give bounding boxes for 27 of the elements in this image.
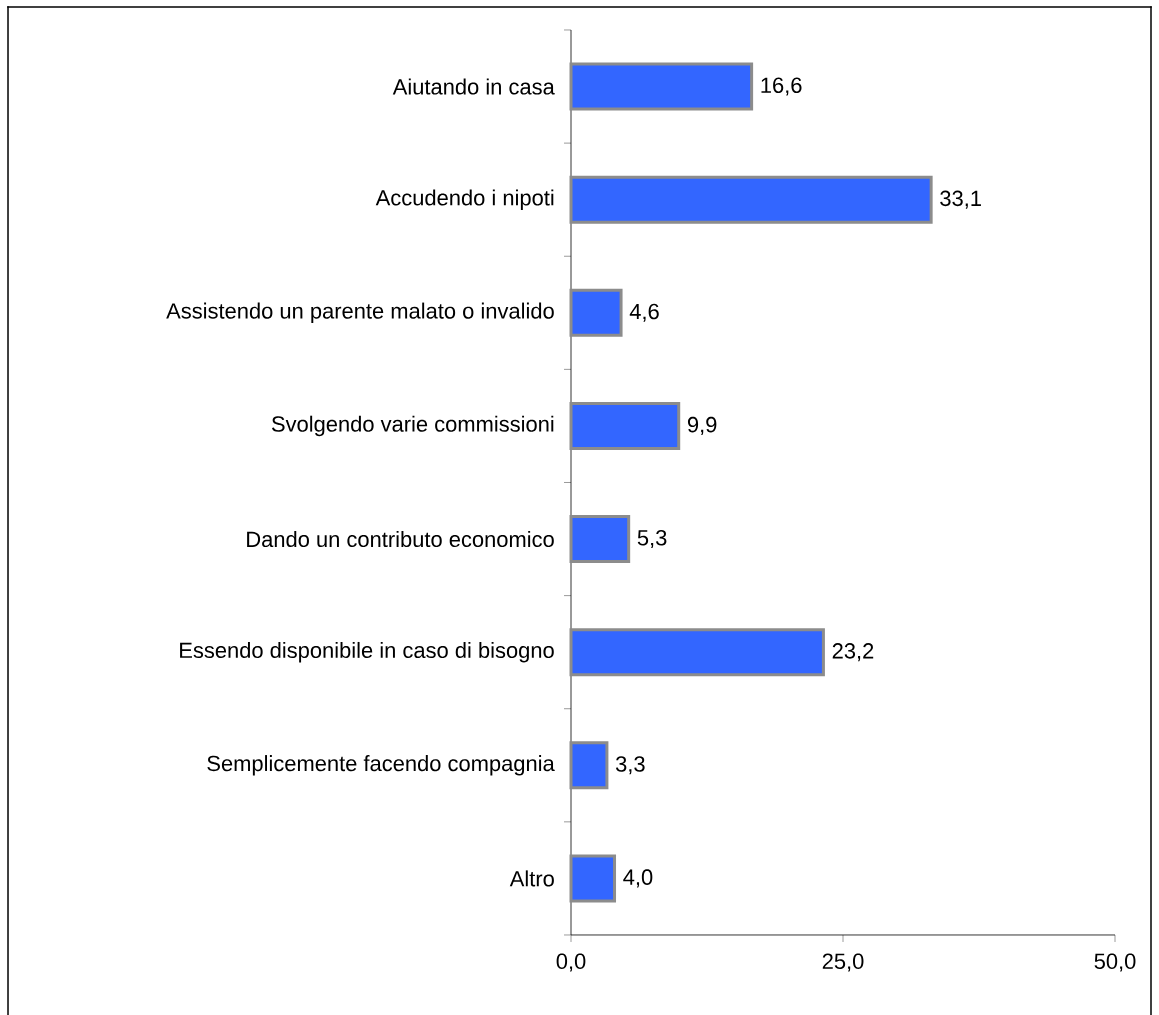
data-label: 9,9 <box>687 416 717 435</box>
bar <box>569 62 754 111</box>
y-tick-label: Essendo disponibile in caso di bisogno <box>180 641 554 663</box>
data-label: 33,1 <box>940 190 981 209</box>
bar <box>569 628 825 677</box>
y-tick-label: Semplicemente facendo compagnia <box>207 755 555 776</box>
y-tick-label: Assistendo un parente malato o invalido <box>166 302 554 324</box>
y-tick-label: Aiutando in casa <box>392 78 555 95</box>
bar <box>569 741 609 790</box>
bar <box>569 175 933 224</box>
data-label: 4,0 <box>623 869 653 888</box>
bar <box>569 288 623 337</box>
y-tick-label: Dando un contributo economico <box>247 530 554 548</box>
y-tick-label: Altro <box>509 870 554 887</box>
data-label: 5,3 <box>637 529 667 549</box>
x-tick-label: 0,0 <box>556 953 586 972</box>
x-tick-label: 25,0 <box>822 953 864 972</box>
bar <box>569 401 681 450</box>
bar <box>569 854 617 903</box>
data-label: 16,6 <box>761 77 802 96</box>
y-tick-label: Svolgendo varie commissioni <box>271 415 554 437</box>
bar <box>569 515 631 564</box>
data-label: 4,6 <box>629 303 659 322</box>
y-tick-label: Accudendo i nipoti <box>375 189 554 210</box>
data-label: 23,2 <box>832 643 874 662</box>
data-label: 3,3 <box>615 756 645 775</box>
x-tick-label: 50,0 <box>1094 953 1136 972</box>
